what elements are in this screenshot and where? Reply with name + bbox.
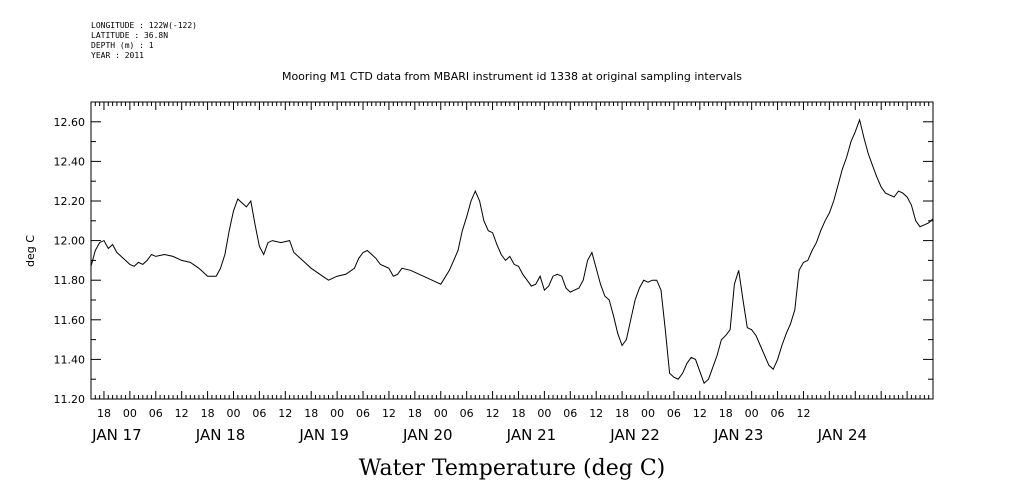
x-hour-label: 18 bbox=[201, 407, 215, 420]
x-hour-label: 12 bbox=[486, 407, 500, 420]
meta-depth: DEPTH (m) : 1 bbox=[91, 41, 154, 50]
plot-frame bbox=[90, 101, 934, 400]
y-tick-label: 11.80 bbox=[54, 274, 86, 287]
x-date-label: JAN 22 bbox=[609, 426, 660, 444]
x-hour-label: 12 bbox=[382, 407, 396, 420]
x-date-label: JAN 23 bbox=[713, 426, 764, 444]
x-hour-label: 00 bbox=[745, 407, 759, 420]
y-tick-label: 12.20 bbox=[54, 195, 86, 208]
series-group bbox=[90, 118, 934, 385]
x-hour-label: 06 bbox=[356, 407, 370, 420]
meta-year: YEAR : 2011 bbox=[91, 51, 144, 60]
x-date-label: JAN 24 bbox=[817, 426, 868, 444]
x-date-label: JAN 18 bbox=[195, 426, 246, 444]
x-hour-label: 06 bbox=[771, 407, 785, 420]
y-tick-label: 11.60 bbox=[54, 314, 86, 327]
x-hour-label: 06 bbox=[563, 407, 577, 420]
y-tick-label: 11.20 bbox=[54, 393, 86, 406]
x-hour-label: 06 bbox=[252, 407, 266, 420]
y-axis-label: deg C bbox=[24, 235, 37, 267]
x-date-label: JAN 19 bbox=[298, 426, 349, 444]
y-tick-label: 12.00 bbox=[54, 235, 86, 248]
x-axis-label: Water Temperature (deg C) bbox=[359, 456, 666, 481]
y-tick-label: 12.60 bbox=[54, 116, 86, 129]
meta-latitude: LATITUDE : 36.8N bbox=[91, 31, 169, 40]
x-date-label: JAN 21 bbox=[506, 426, 557, 444]
x-hour-label: 12 bbox=[589, 407, 603, 420]
chart-title: Mooring M1 CTD data from MBARI instrumen… bbox=[282, 70, 742, 83]
x-hour-label: 12 bbox=[693, 407, 707, 420]
x-hour-label: 12 bbox=[175, 407, 189, 420]
x-hour-label: 06 bbox=[460, 407, 474, 420]
x-hour-label: 00 bbox=[123, 407, 137, 420]
x-hour-label: 18 bbox=[97, 407, 111, 420]
x-hour-label: 18 bbox=[408, 407, 422, 420]
y-tick-label: 11.40 bbox=[54, 353, 86, 366]
x-hour-label: 00 bbox=[537, 407, 551, 420]
x-hour-label: 18 bbox=[511, 407, 525, 420]
x-hour-label: 06 bbox=[667, 407, 681, 420]
y-tick-label: 12.40 bbox=[54, 155, 86, 168]
x-hour-label: 18 bbox=[304, 407, 318, 420]
series-line bbox=[90, 118, 934, 385]
x-hour-label: 00 bbox=[226, 407, 240, 420]
x-date-label: JAN 17 bbox=[91, 426, 142, 444]
x-hour-label: 00 bbox=[641, 407, 655, 420]
x-date-label: JAN 20 bbox=[402, 426, 453, 444]
x-hour-label: 00 bbox=[330, 407, 344, 420]
x-hour-label: 18 bbox=[615, 407, 629, 420]
x-hour-label: 12 bbox=[796, 407, 810, 420]
meta-longitude: LONGITUDE : 122W(-122) bbox=[91, 21, 197, 30]
x-hour-label: 00 bbox=[434, 407, 448, 420]
metadata-block: LONGITUDE : 122W(-122) LATITUDE : 36.8N … bbox=[91, 21, 197, 61]
axes: 11.20 11.40 11.60 11.80 12.00 12.20 12.40 12.60… bbox=[54, 101, 934, 444]
x-hour-label: 12 bbox=[278, 407, 292, 420]
x-hour-label: 18 bbox=[719, 407, 733, 420]
x-hour-label: 06 bbox=[149, 407, 163, 420]
